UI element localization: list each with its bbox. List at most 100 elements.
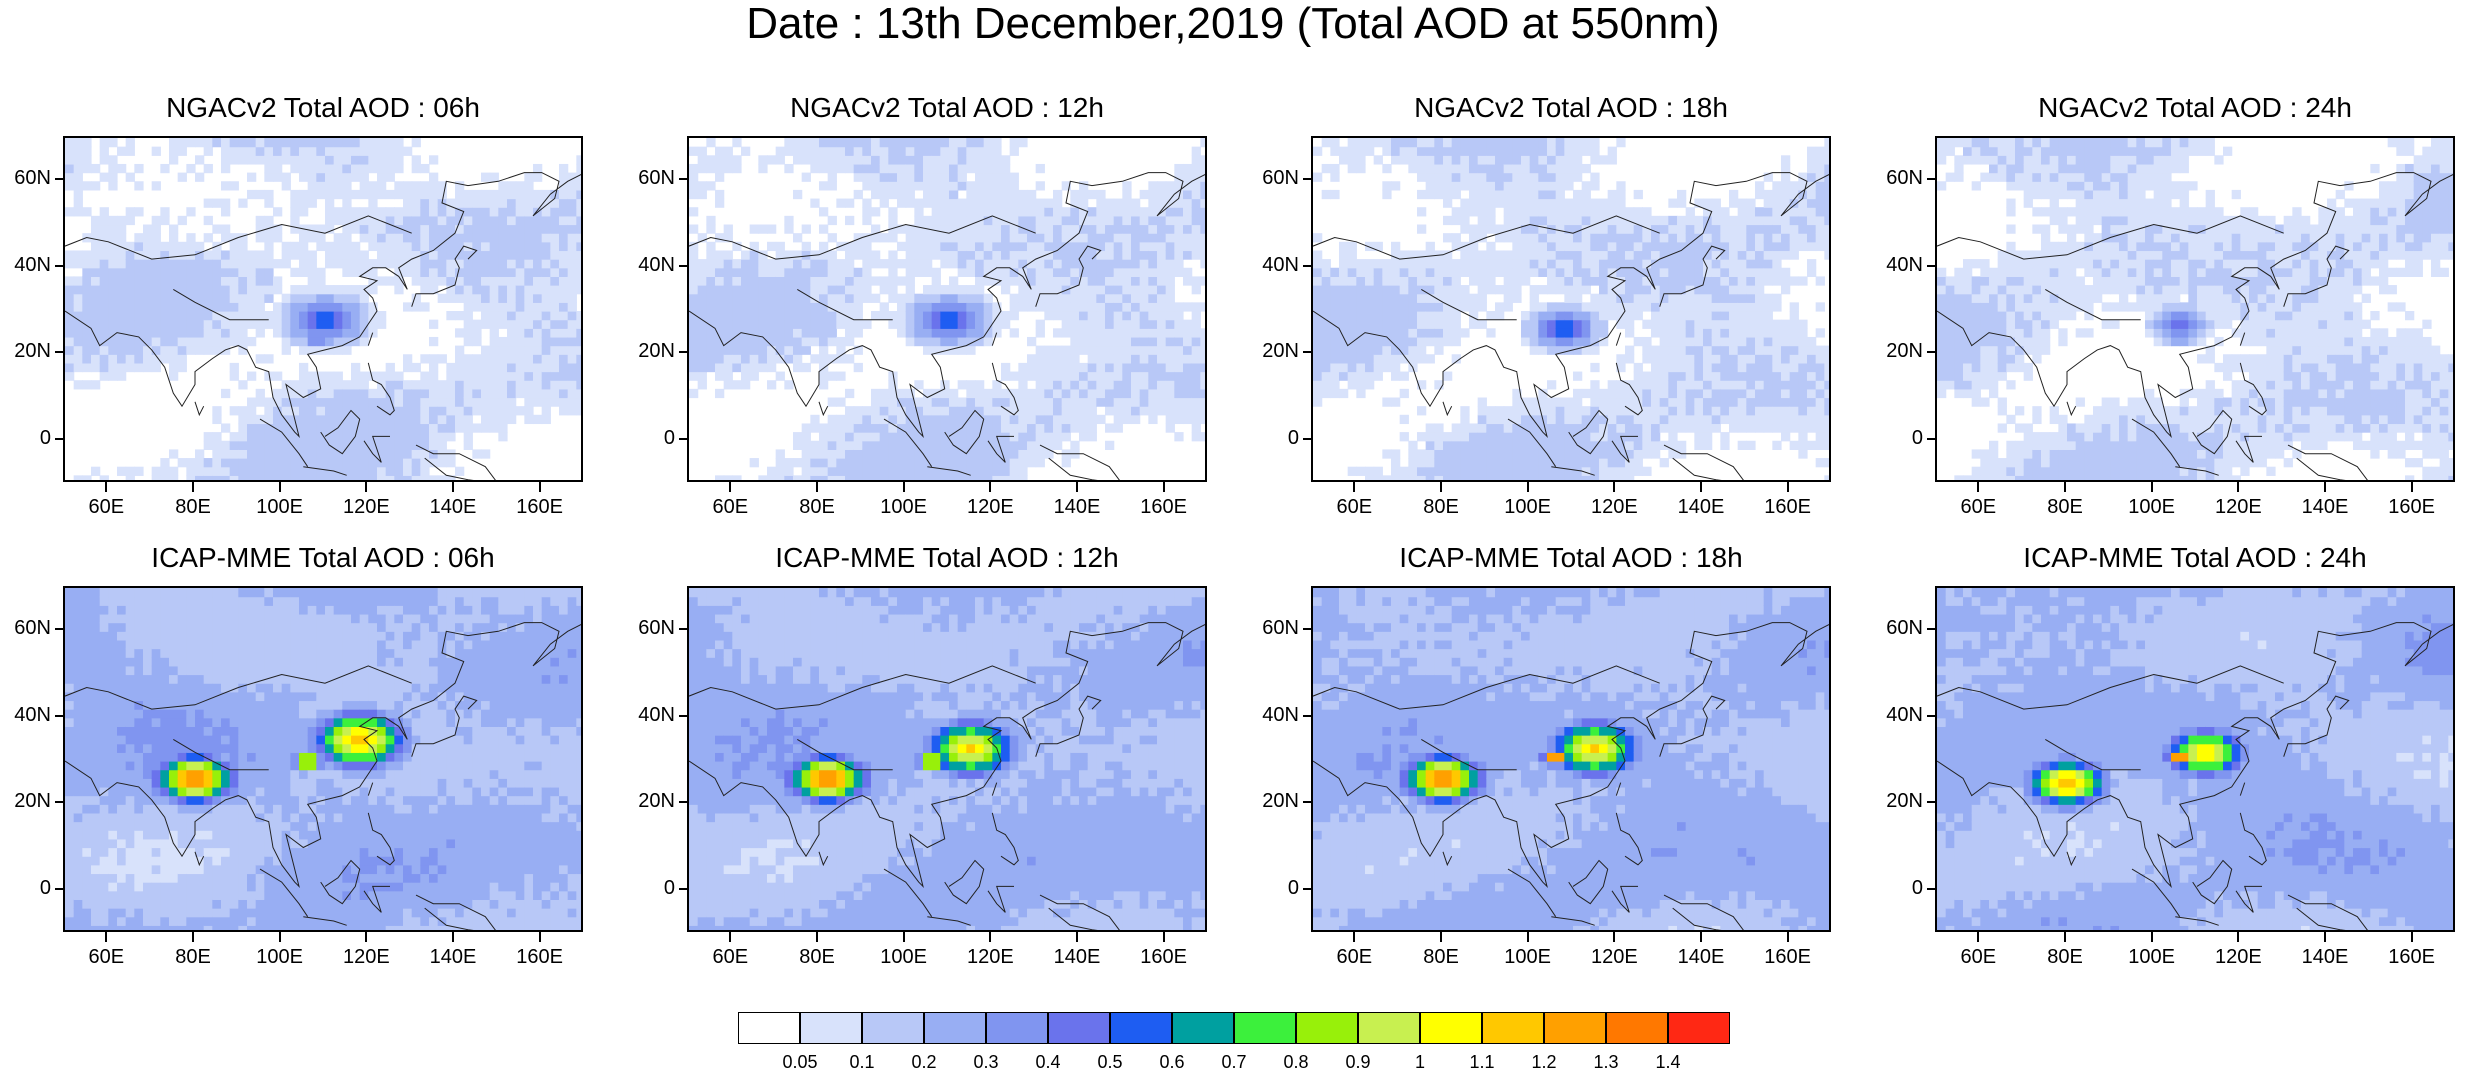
aod-cell — [1529, 475, 1539, 480]
aod-cell — [1486, 155, 1496, 165]
aod-cell — [949, 432, 959, 442]
aod-cell — [1183, 371, 1193, 381]
aod-cell — [923, 328, 933, 338]
aod-cell — [732, 138, 742, 148]
aod-cell — [1174, 432, 1184, 442]
aod-cell — [351, 285, 361, 295]
aod-cell — [1399, 414, 1409, 425]
aod-cell — [368, 198, 378, 208]
aod-cell — [559, 328, 569, 338]
aod-cell — [385, 397, 395, 407]
aod-cell — [316, 449, 326, 459]
aod-cell — [134, 241, 144, 252]
aod-cell — [134, 181, 144, 191]
aod-cell — [1183, 181, 1193, 191]
aod-cell — [342, 328, 352, 338]
aod-cell — [403, 198, 413, 208]
aod-cell — [1183, 267, 1193, 277]
aod-cell — [1512, 259, 1522, 269]
aod-cell — [1633, 285, 1643, 295]
aod-cell — [940, 259, 950, 269]
aod-cell — [73, 328, 83, 338]
aod-cell — [437, 181, 447, 191]
aod-cell — [1547, 380, 1557, 390]
aod-cell — [975, 181, 985, 191]
aod-cell — [1191, 241, 1201, 252]
aod-cell — [931, 406, 941, 416]
aod-cell — [73, 302, 83, 312]
aod-cell — [307, 259, 317, 269]
aod-cell — [1581, 146, 1591, 156]
aod-cell — [905, 458, 915, 468]
aod-cell — [1711, 328, 1721, 338]
aod-cell — [498, 432, 508, 442]
aod-cell — [1495, 302, 1505, 312]
aod-cell — [1425, 293, 1435, 303]
aod-cell — [1824, 233, 1829, 243]
aod-cell — [1512, 155, 1522, 165]
aod-cell — [385, 449, 395, 459]
aod-cell — [221, 146, 231, 156]
aod-cell — [1685, 397, 1695, 407]
aod-cell — [715, 172, 725, 182]
aod-cell — [377, 215, 387, 226]
aod-cell — [429, 181, 439, 191]
aod-cell — [1642, 397, 1652, 407]
aod-cell — [758, 345, 768, 355]
aod-cell — [1503, 276, 1513, 286]
aod-cell — [281, 302, 291, 312]
aod-cell — [819, 276, 829, 286]
aod-cell — [1191, 362, 1201, 373]
aod-cell — [1625, 302, 1635, 312]
aod-cell — [1460, 302, 1470, 312]
aod-cell — [1443, 440, 1453, 450]
aod-cell — [238, 259, 248, 269]
aod-cell — [186, 293, 196, 303]
aod-cell — [836, 354, 846, 364]
aod-cell — [576, 328, 581, 338]
aod-cell — [1538, 241, 1548, 252]
aod-cell — [845, 328, 855, 338]
aod-cell — [1174, 198, 1184, 208]
aod-cell — [1157, 380, 1167, 390]
aod-cell — [706, 181, 716, 191]
aod-cell — [1746, 380, 1756, 390]
aod-cell — [125, 138, 135, 148]
aod-cell — [905, 302, 915, 312]
aod-cell — [1183, 172, 1193, 182]
aod-cell — [862, 250, 872, 260]
aod-cell — [1035, 319, 1045, 329]
aod-cell — [879, 397, 889, 407]
aod-cell — [1789, 302, 1799, 312]
aod-cell — [1685, 293, 1695, 303]
aod-cell — [1781, 345, 1791, 355]
aod-cell — [1105, 293, 1115, 303]
aod-cell — [1781, 414, 1791, 425]
aod-cell — [1157, 250, 1167, 260]
aod-cell — [351, 293, 361, 303]
aod-cell — [1685, 345, 1695, 355]
aod-cell — [1139, 354, 1149, 364]
aod-cell — [1789, 354, 1799, 364]
aod-cell — [151, 250, 161, 260]
aod-cell — [1815, 146, 1825, 156]
aod-cell — [1772, 423, 1782, 433]
aod-cell — [559, 215, 569, 226]
aod-cell — [914, 207, 924, 217]
aod-cell — [1009, 207, 1019, 217]
aod-cell — [1781, 172, 1791, 182]
aod-cell — [1356, 466, 1366, 476]
aod-cell — [1105, 224, 1115, 234]
aod-cell — [1807, 440, 1817, 450]
aod-cell — [1512, 466, 1522, 476]
aod-cell — [498, 276, 508, 286]
aod-cell — [203, 328, 213, 338]
aod-cell — [1148, 189, 1158, 200]
aod-cell — [377, 138, 387, 148]
aod-cell — [1703, 423, 1713, 433]
aod-cell — [411, 181, 421, 191]
aod-cell — [1087, 345, 1097, 355]
aod-cell — [931, 276, 941, 286]
aod-cell — [1183, 397, 1193, 407]
aod-cell — [1191, 181, 1201, 191]
